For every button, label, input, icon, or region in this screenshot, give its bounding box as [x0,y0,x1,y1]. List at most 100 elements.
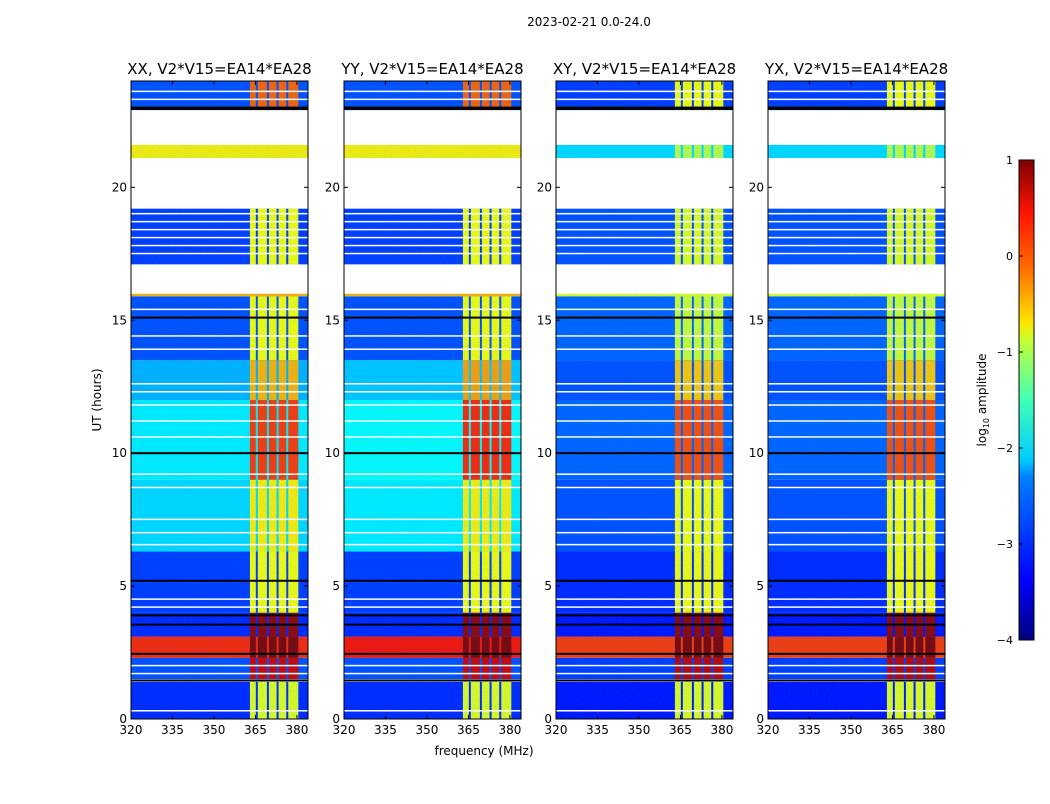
y-tick-label: 5 [544,579,552,593]
panel-xx: XX, V2*V15=EA14*EA28 320 335 350 365 380 0 5 10 1… [112,60,312,737]
zero-row [344,452,521,455]
panel-yx: YX, V2*V15=EA14*EA28 320 335 350 365 380 0 5 10 1… [749,60,948,737]
flagged-row [344,244,521,247]
flagged-row [131,391,308,393]
no-data-gap [556,264,733,294]
flagged-row [131,98,308,101]
x-tick-label: 380 [498,723,521,737]
colorbar-tick-label: 1 [1006,154,1013,167]
zero-row [344,579,521,582]
flagged-row [768,598,945,600]
axes-frame [767,80,946,720]
y-tick-label: 20 [537,180,552,194]
flagged-row [768,404,945,406]
colorbar: log10 amplitude 10−1−2−3−4 [975,154,1035,647]
x-tick-label: 365 [881,723,904,737]
flagged-row [131,543,308,546]
flagged-row [768,486,945,489]
no-data-gap [768,110,945,145]
flagged-row [768,348,945,350]
no-data-gap [131,110,308,145]
flagged-row [344,383,521,385]
flagged-row [556,531,733,534]
zero-row [131,614,308,617]
y-tick-label: 5 [332,579,340,593]
y-tick-label: 0 [756,712,764,726]
flagged-row [556,244,733,247]
flagged-row [344,672,521,675]
flagged-row [556,420,733,422]
flagged-row [556,486,733,489]
flagged-row [131,228,308,231]
flagged-row [768,710,945,712]
y-tick-label: 20 [112,180,127,194]
colorbar-tick-label: 0 [1006,250,1013,263]
flagged-row [131,212,308,215]
flagged-row [131,244,308,247]
zero-row [768,623,945,626]
flagged-row [556,473,733,475]
zero-row [556,623,733,626]
flagged-row [344,404,521,406]
flagged-row [768,98,945,101]
flagged-row [344,308,521,311]
zero-row [556,652,733,655]
flagged-row [768,531,945,534]
flagged-row [768,606,945,608]
heatmap [131,81,308,719]
axes-frame [343,80,522,720]
flagged-row [131,664,308,667]
axes-frame [130,80,309,720]
no-data-gap [131,264,308,294]
heatmap [768,81,945,719]
zero-row [768,614,945,617]
y-tick-label: 10 [749,446,764,460]
colorbar-tick-label: −2 [997,442,1013,455]
zero-row [131,679,308,682]
flagged-row [131,404,308,406]
flagged-row [556,220,733,223]
flagged-row [768,543,945,546]
flagged-row [556,98,733,101]
panels: XX, V2*V15=EA14*EA28 320 335 350 365 380 0 5 10 1… [112,60,948,737]
zero-row [556,679,733,682]
flagged-row [131,531,308,534]
colorbar-tick-label: −3 [997,538,1013,551]
x-tick-label: 335 [798,723,821,737]
flagged-row [131,220,308,223]
y-tick-label: 15 [112,313,127,327]
axes-frame [555,80,734,720]
flagged-row [344,710,521,712]
flagged-row [131,436,308,438]
flagged-row [556,90,733,93]
flagged-row [556,436,733,438]
flagged-row [556,228,733,231]
panel-title: YX, V2*V15=EA14*EA28 [764,60,948,78]
flagged-row [344,531,521,534]
no-data-gap [344,158,521,209]
zero-row [344,316,521,319]
flagged-row [131,473,308,475]
x-tick-label: 365 [669,723,692,737]
flagged-row [344,436,521,438]
flagged-row [131,90,308,93]
flagged-row [556,598,733,600]
flagged-row [131,335,308,337]
no-data-gap [344,110,521,145]
flagged-row [556,664,733,667]
x-tick-label: 350 [416,723,439,737]
flagged-row [344,98,521,101]
no-data-gap [556,110,733,145]
flagged-row [556,212,733,215]
flagged-row [768,308,945,311]
flagged-row [344,606,521,608]
zero-row [556,452,733,455]
flagged-row [131,710,308,712]
x-tick-label: 380 [710,723,733,737]
flagged-row [344,228,521,231]
zero-row [344,679,521,682]
flagged-row [131,420,308,422]
flagged-row [768,664,945,667]
flagged-row [131,518,308,521]
flagged-row [768,90,945,93]
